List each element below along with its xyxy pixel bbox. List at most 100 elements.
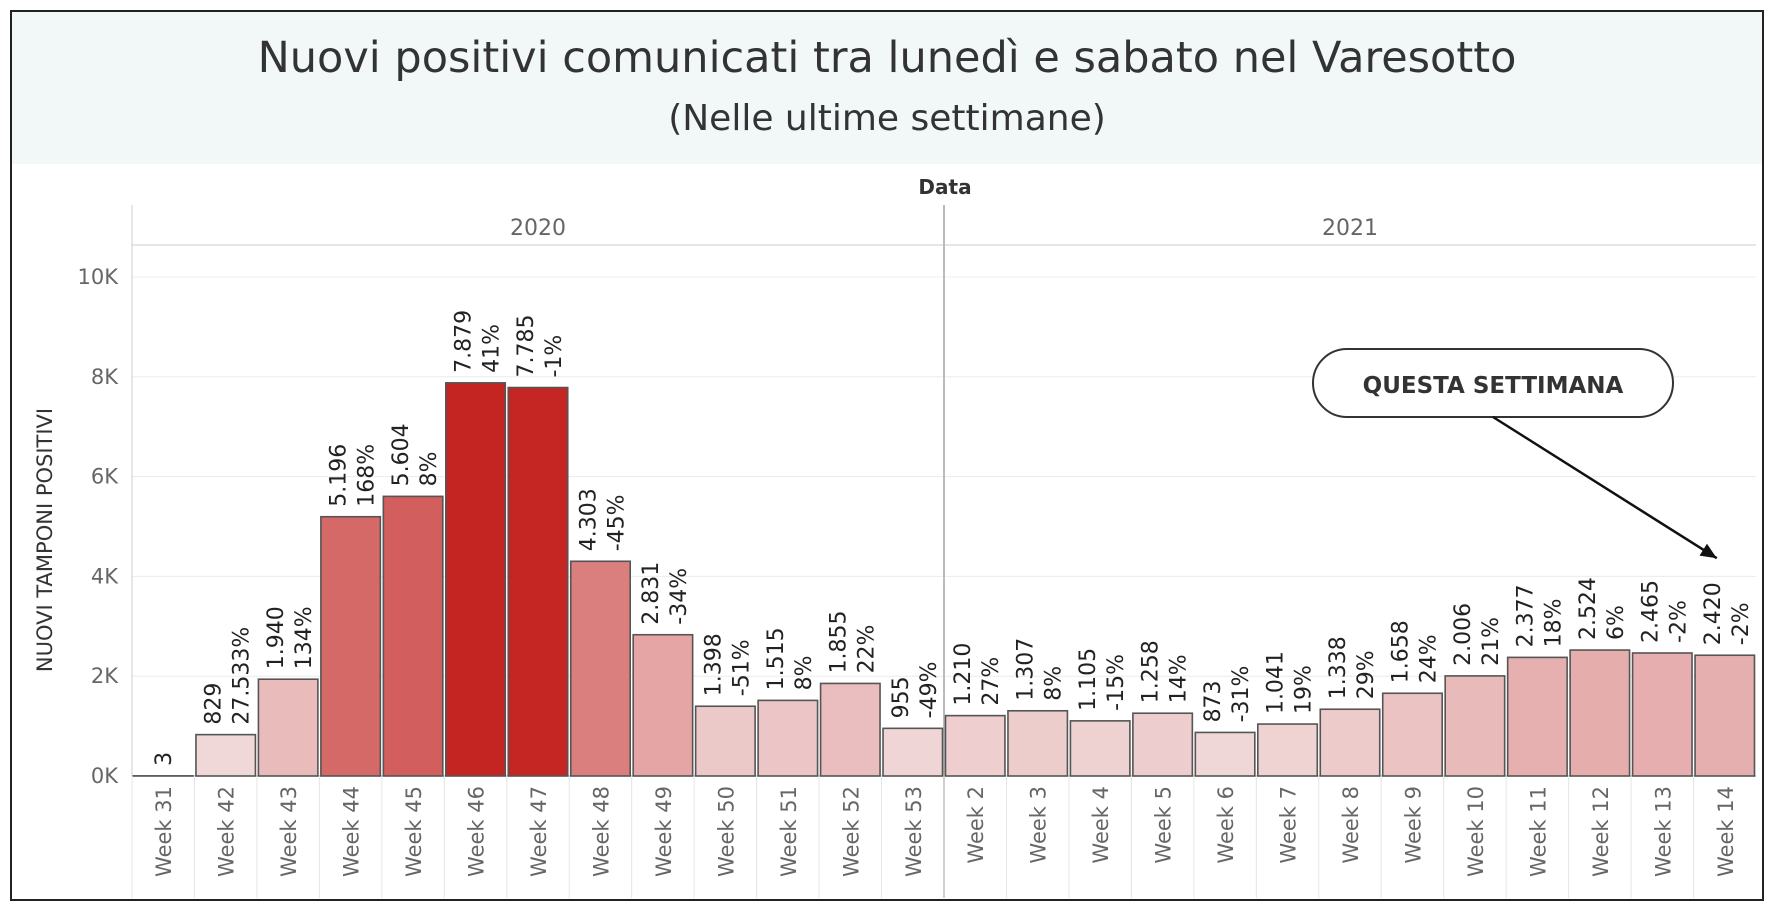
pct-label: -15% bbox=[1104, 654, 1129, 711]
bar-week-5 bbox=[1132, 712, 1194, 777]
value-label: 2.831 bbox=[639, 562, 664, 625]
annotation: QUESTA SETTIMANA bbox=[1312, 348, 1718, 560]
value-label: 1.940 bbox=[264, 606, 289, 669]
x-tick-label: Week 10 bbox=[1464, 786, 1488, 877]
value-label: 1.258 bbox=[1139, 640, 1164, 703]
pct-label: 24% bbox=[1416, 634, 1441, 683]
value-label: 7.879 bbox=[452, 310, 477, 373]
x-tick-label: Week 13 bbox=[1651, 786, 1675, 877]
x-tick-label: Week 49 bbox=[652, 786, 676, 877]
bars bbox=[132, 382, 1756, 777]
pct-label: 27.533% bbox=[230, 627, 255, 725]
value-label: 1.398 bbox=[701, 633, 726, 696]
annotation-arrow-line bbox=[1492, 415, 1718, 560]
value-label: 1.210 bbox=[951, 643, 976, 706]
value-label: 2.524 bbox=[1576, 577, 1601, 640]
x-tick-label: Week 43 bbox=[277, 786, 301, 877]
pct-label: 8% bbox=[417, 451, 442, 486]
pct-label: -1% bbox=[542, 335, 567, 378]
bar-week-42 bbox=[195, 733, 257, 777]
chart-subtitle: (Nelle ultime settimane) bbox=[668, 98, 1106, 139]
pct-label: 22% bbox=[854, 625, 879, 674]
pct-label: 168% bbox=[355, 444, 380, 507]
value-label: 1.307 bbox=[1014, 638, 1039, 701]
column-header: Data bbox=[918, 175, 971, 199]
y-axis-ticks: 0K 2K 4K 6K 8K 10K bbox=[78, 265, 120, 788]
y-tick-label: 0K bbox=[91, 764, 119, 788]
bar-week-12 bbox=[1569, 649, 1631, 777]
x-tick-label: Week 45 bbox=[402, 786, 426, 877]
bar-week-10 bbox=[1444, 675, 1506, 777]
pct-label: 18% bbox=[1541, 598, 1566, 647]
title-band bbox=[12, 12, 1762, 164]
bar-week-13 bbox=[1631, 652, 1693, 777]
annotation-arrowhead bbox=[1699, 543, 1717, 559]
bar-week-11 bbox=[1506, 656, 1568, 777]
value-label: 1.855 bbox=[826, 610, 851, 673]
y-tick-label: 4K bbox=[91, 564, 119, 588]
bar-week-48 bbox=[569, 560, 631, 777]
x-tick-label: Week 31 bbox=[152, 786, 176, 877]
bar-week-53 bbox=[882, 727, 944, 777]
x-tick-label: Week 6 bbox=[1214, 786, 1238, 864]
value-label: 3 bbox=[152, 752, 177, 766]
value-label: 955 bbox=[889, 676, 914, 718]
pct-label: 8% bbox=[792, 655, 817, 690]
value-label: 2.377 bbox=[1513, 584, 1538, 647]
bar-week-51 bbox=[757, 699, 819, 777]
x-tick-label: Week 14 bbox=[1714, 786, 1738, 877]
value-label: 1.041 bbox=[1264, 651, 1289, 714]
bar-week-14 bbox=[1694, 654, 1756, 777]
x-tick-label: Week 11 bbox=[1526, 786, 1550, 877]
x-tick-label: Week 44 bbox=[340, 786, 364, 877]
value-label: 2.465 bbox=[1638, 580, 1663, 643]
x-tick-label: Week 48 bbox=[589, 786, 613, 877]
value-label: 5.604 bbox=[389, 423, 414, 486]
value-label: 4.303 bbox=[576, 488, 601, 551]
bar-week-45 bbox=[382, 495, 444, 777]
pct-label: 19% bbox=[1292, 665, 1317, 714]
y-tick-label: 10K bbox=[78, 265, 120, 289]
pct-label: 21% bbox=[1479, 617, 1504, 666]
value-label: 829 bbox=[202, 683, 227, 725]
pct-label: -2% bbox=[1729, 602, 1754, 645]
x-tick-label: Week 42 bbox=[215, 786, 239, 877]
x-tick-label: Week 52 bbox=[839, 786, 863, 877]
x-tick-label: Week 53 bbox=[902, 786, 926, 877]
value-label: 1.515 bbox=[764, 627, 789, 690]
bar-week-6 bbox=[1194, 731, 1256, 777]
value-label: 873 bbox=[1201, 680, 1226, 722]
value-label: 2.006 bbox=[1451, 603, 1476, 666]
bar-week-9 bbox=[1381, 692, 1443, 777]
pct-label: 134% bbox=[292, 606, 317, 669]
bar-week-2 bbox=[944, 714, 1006, 777]
year-headers: 2020 2021 bbox=[510, 216, 1378, 241]
value-label: 2.420 bbox=[1701, 582, 1726, 645]
x-tick-label: Week 3 bbox=[1027, 786, 1051, 864]
pct-label: 27% bbox=[979, 657, 1004, 706]
x-tick-label: Week 46 bbox=[465, 786, 489, 877]
annotation-text: QUESTA SETTIMANA bbox=[1363, 373, 1624, 399]
x-tick-label: Week 4 bbox=[1089, 786, 1113, 864]
value-label: 1.338 bbox=[1326, 636, 1351, 699]
gridlines bbox=[131, 205, 1756, 898]
year-header-2021: 2021 bbox=[1322, 216, 1378, 241]
y-tick-label: 8K bbox=[91, 365, 119, 389]
pct-label: -51% bbox=[729, 639, 754, 696]
bar-week-7 bbox=[1257, 723, 1319, 777]
pct-label: -2% bbox=[1666, 600, 1691, 643]
x-tick-label: Week 8 bbox=[1339, 786, 1363, 864]
pct-label: -45% bbox=[604, 494, 629, 551]
pct-label: -31% bbox=[1229, 666, 1254, 723]
y-axis-title: NUOVI TAMPONI POSITIVI bbox=[33, 408, 57, 672]
bar-week-50 bbox=[694, 705, 756, 777]
year-header-2020: 2020 bbox=[510, 216, 566, 241]
x-tick-label: Week 7 bbox=[1277, 786, 1301, 864]
bar-week-8 bbox=[1319, 708, 1381, 777]
x-tick-label: Week 51 bbox=[777, 786, 801, 877]
x-tick-label: Week 12 bbox=[1589, 786, 1613, 877]
x-tick-label: Week 47 bbox=[527, 786, 551, 877]
